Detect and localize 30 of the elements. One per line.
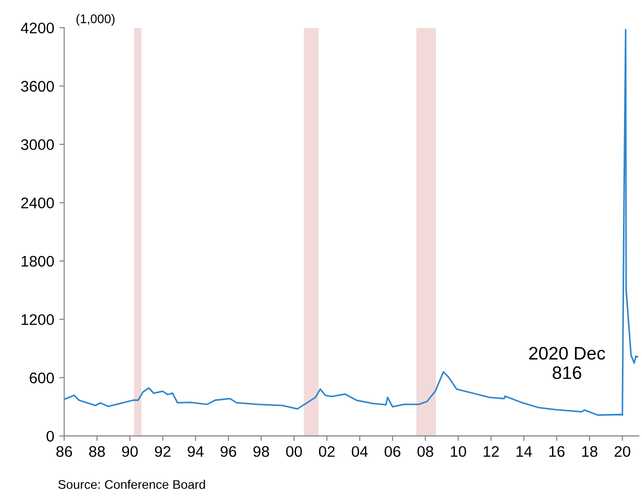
y-tick-label: 1800 <box>22 256 54 267</box>
y-tick-label: 3000 <box>21 139 54 150</box>
source-note: Source: Conference Board <box>58 480 205 489</box>
x-tick-label: 14 <box>516 446 532 457</box>
x-tick-label: 10 <box>450 446 466 457</box>
x-tick-label: 08 <box>417 446 434 457</box>
x-tick-label: 16 <box>549 446 565 457</box>
y-tick-label: 3600 <box>21 80 54 92</box>
y-tick-label: 600 <box>30 372 54 384</box>
x-tick-label: 90 <box>122 446 138 457</box>
y-tick-label: 2400 <box>21 198 54 208</box>
x-tick-label: 20 <box>614 446 630 457</box>
x-tick-label: 96 <box>220 446 236 457</box>
y-tick-label: 0 <box>46 430 54 442</box>
x-tick-label: 94 <box>188 446 204 457</box>
y-tick-label: 4200 <box>20 22 54 34</box>
x-tick-label: 00 <box>286 446 302 457</box>
x-tick-label: 92 <box>154 446 170 457</box>
x-tick-label: 98 <box>253 446 270 457</box>
annotation: 2020 Dec 816 <box>529 346 606 380</box>
x-tick-label: 02 <box>318 446 335 457</box>
line-series <box>64 28 638 416</box>
x-tick-label: 18 <box>582 446 598 457</box>
y-axis-title: (1,000) <box>76 14 115 26</box>
x-tick-label: 06 <box>384 446 400 457</box>
x-tick-label: 12 <box>484 446 499 457</box>
x-tick-label: 86 <box>56 446 72 457</box>
y-tick-label: 1200 <box>22 314 54 326</box>
x-tick-label: 88 <box>89 446 105 457</box>
x-tick-label: 04 <box>352 446 368 457</box>
